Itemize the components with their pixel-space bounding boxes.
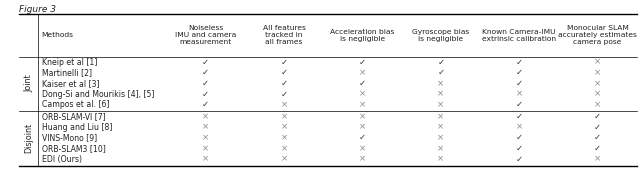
Text: ✓: ✓	[594, 112, 601, 121]
Text: ✓: ✓	[202, 90, 209, 99]
Text: ✓: ✓	[516, 144, 523, 153]
Text: Huang and Liu [8]: Huang and Liu [8]	[42, 123, 113, 132]
Text: ✓: ✓	[359, 58, 366, 67]
Text: ×: ×	[280, 155, 287, 164]
Text: ✓: ✓	[359, 133, 366, 142]
Text: ×: ×	[594, 155, 601, 164]
Text: Campos et al. [6]: Campos et al. [6]	[42, 100, 109, 109]
Text: ✓: ✓	[437, 58, 444, 67]
Text: Joint: Joint	[24, 75, 33, 92]
Text: EDI (Ours): EDI (Ours)	[42, 155, 83, 164]
Text: ×: ×	[437, 90, 444, 99]
Text: ✓: ✓	[594, 144, 601, 153]
Text: ×: ×	[202, 144, 209, 153]
Text: ✓: ✓	[202, 68, 209, 77]
Text: ×: ×	[202, 155, 209, 164]
Text: ×: ×	[280, 133, 287, 142]
Text: ×: ×	[359, 144, 366, 153]
Text: Kneip et al [1]: Kneip et al [1]	[42, 58, 98, 67]
Text: Figure 3: Figure 3	[19, 5, 56, 14]
Text: ✓: ✓	[594, 133, 601, 142]
Text: All features
tracked in
all frames: All features tracked in all frames	[262, 25, 305, 45]
Text: Noiseless
IMU and camera
measurement: Noiseless IMU and camera measurement	[175, 25, 236, 45]
Text: Dong-Si and Mourikis [4], [5]: Dong-Si and Mourikis [4], [5]	[42, 90, 155, 99]
Text: ×: ×	[594, 58, 601, 67]
Text: ✓: ✓	[202, 79, 209, 88]
Text: ORB-SLAM-VI [7]: ORB-SLAM-VI [7]	[42, 112, 106, 121]
Text: ×: ×	[202, 133, 209, 142]
Text: Monocular SLAM
accurately estimates
camera pose: Monocular SLAM accurately estimates came…	[558, 25, 637, 45]
Text: ✓: ✓	[516, 112, 523, 121]
Text: ✓: ✓	[280, 79, 287, 88]
Text: Gyroscope bias
is negligible: Gyroscope bias is negligible	[412, 29, 469, 42]
Text: ✓: ✓	[594, 123, 601, 132]
Text: ×: ×	[359, 100, 366, 109]
Text: ×: ×	[594, 90, 601, 99]
Text: ×: ×	[437, 144, 444, 153]
Text: ×: ×	[280, 123, 287, 132]
Text: ✓: ✓	[280, 90, 287, 99]
Text: ×: ×	[594, 79, 601, 88]
Text: ×: ×	[359, 68, 366, 77]
Text: Kaiser et al [3]: Kaiser et al [3]	[42, 79, 100, 88]
Text: ✓: ✓	[516, 155, 523, 164]
Text: Martinelli [2]: Martinelli [2]	[42, 68, 92, 77]
Text: ×: ×	[280, 144, 287, 153]
Text: Disjoint: Disjoint	[24, 123, 33, 153]
Text: ✓: ✓	[437, 68, 444, 77]
Text: ×: ×	[280, 112, 287, 121]
Text: ×: ×	[437, 100, 444, 109]
Text: ×: ×	[437, 155, 444, 164]
Text: ×: ×	[516, 90, 523, 99]
Text: ×: ×	[437, 112, 444, 121]
Text: ×: ×	[359, 90, 366, 99]
Text: VINS-Mono [9]: VINS-Mono [9]	[42, 133, 97, 142]
Text: Known Camera-IMU
extrinsic calibration: Known Camera-IMU extrinsic calibration	[482, 29, 556, 42]
Text: ×: ×	[202, 112, 209, 121]
Text: ×: ×	[359, 112, 366, 121]
Text: ✓: ✓	[280, 58, 287, 67]
Text: ✓: ✓	[280, 68, 287, 77]
Text: ×: ×	[202, 123, 209, 132]
Text: ORB-SLAM3 [10]: ORB-SLAM3 [10]	[42, 144, 106, 153]
Text: ✓: ✓	[516, 58, 523, 67]
Text: ×: ×	[437, 133, 444, 142]
Text: ✓: ✓	[359, 79, 366, 88]
Text: ×: ×	[594, 68, 601, 77]
Text: Acceleration bias
is negligible: Acceleration bias is negligible	[330, 29, 395, 42]
Text: ×: ×	[359, 155, 366, 164]
Text: ×: ×	[516, 123, 523, 132]
Text: ✓: ✓	[202, 100, 209, 109]
Text: ×: ×	[280, 100, 287, 109]
Text: ✓: ✓	[516, 79, 523, 88]
Text: Methods: Methods	[42, 32, 74, 38]
Text: ✓: ✓	[516, 100, 523, 109]
Text: ×: ×	[594, 100, 601, 109]
Text: ×: ×	[437, 79, 444, 88]
Text: ✓: ✓	[516, 68, 523, 77]
Text: ×: ×	[359, 123, 366, 132]
Text: ✓: ✓	[202, 58, 209, 67]
Text: ×: ×	[437, 123, 444, 132]
Text: ✓: ✓	[516, 133, 523, 142]
